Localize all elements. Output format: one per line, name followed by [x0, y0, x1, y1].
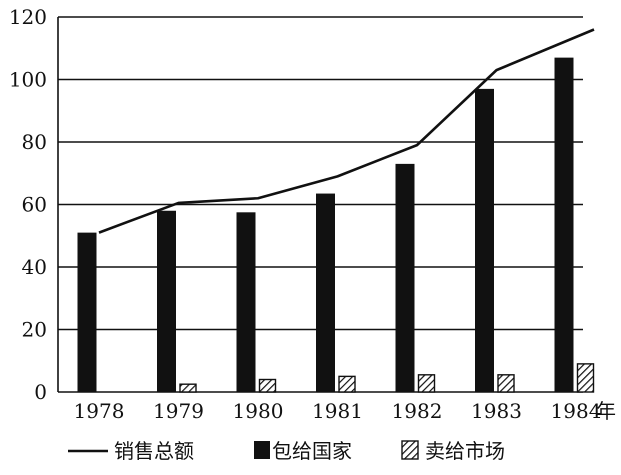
- y-tick-label: 120: [9, 5, 47, 29]
- bar-1978-state: [77, 232, 97, 392]
- bar-1983-state: [475, 88, 494, 392]
- x-tick-label: 1978: [74, 399, 125, 423]
- y-tick-label: 20: [22, 318, 47, 342]
- legend-hatch-swatch: [401, 440, 419, 460]
- bar-1979-state: [157, 210, 176, 392]
- bar-1984-market: [576, 363, 595, 393]
- y-tick-label: 80: [22, 130, 47, 154]
- total-sales-line: [98, 28, 595, 234]
- bar-1982-market: [417, 374, 436, 393]
- x-tick-label: 1983: [471, 399, 522, 423]
- x-axis-label: 年: [596, 399, 616, 423]
- legend-label-market: 卖给市场: [425, 439, 505, 463]
- bar-1981-market: [338, 375, 356, 393]
- legend: 销售总额 包给国家 卖给市场: [68, 439, 505, 463]
- bar-1980-state: [236, 212, 256, 392]
- x-tick-label: 1982: [392, 399, 443, 423]
- bar-1980-market: [258, 378, 277, 393]
- legend-solid-swatch: [254, 441, 270, 459]
- bar-1979-market: [179, 383, 197, 393]
- legend-label-state: 包给国家: [272, 439, 352, 463]
- bars: [77, 57, 595, 393]
- bar-1982-state: [395, 163, 415, 392]
- x-tick-label: 1981: [312, 399, 363, 423]
- x-tick-label: 1980: [233, 399, 284, 423]
- x-axis-ticks: 1978 1979 1980 1981 1982 1983 1984: [74, 399, 602, 423]
- bar-1983-market: [497, 374, 515, 393]
- bar-1981-state: [316, 193, 335, 392]
- bar-1984-state: [554, 57, 574, 392]
- y-axis-ticks: 0 20 40 60 80 100 120: [9, 5, 47, 404]
- y-tick-label: 60: [22, 193, 47, 217]
- y-tick-label: 40: [22, 255, 47, 279]
- y-tick-label: 100: [9, 68, 47, 92]
- x-tick-label: 1984: [551, 399, 602, 423]
- line-total-sales: [98, 28, 595, 234]
- x-tick-label: 1979: [153, 399, 204, 423]
- y-tick-label: 0: [34, 380, 47, 404]
- legend-label-total: 销售总额: [114, 439, 194, 463]
